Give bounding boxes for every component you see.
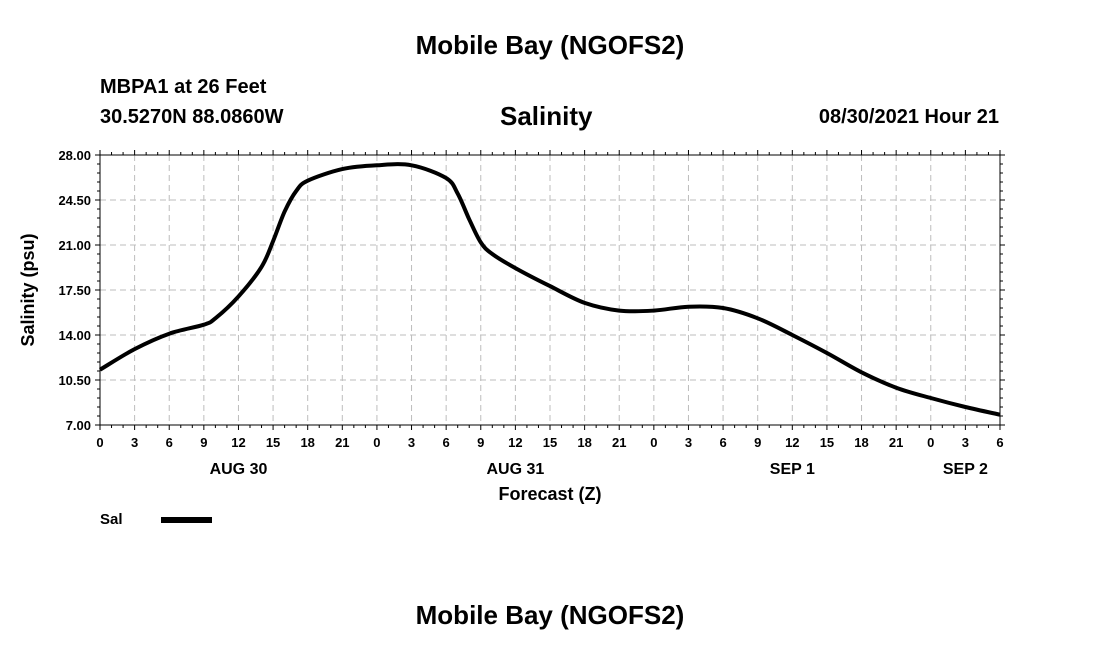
x-tick-label: 21	[335, 435, 349, 450]
x-tick-label: 15	[543, 435, 557, 450]
grid-lines	[100, 155, 1000, 425]
x-tick-label: 0	[96, 435, 103, 450]
date-label: AUG 30	[210, 461, 268, 478]
x-tick-labels: 0 3 6 9 12 15 18 21 0 3 6 9 12 15 18 21 0 3 6 9 12 15 18 21 0 3 6	[96, 435, 1003, 450]
y-axis-title: Salinity (psu)	[18, 233, 38, 346]
x-tick-label: 12	[231, 435, 245, 450]
x-tick-label: 12	[785, 435, 799, 450]
legend-label: Sal	[100, 511, 123, 528]
axis-ticks	[95, 150, 1005, 430]
x-tick-label: 18	[854, 435, 868, 450]
chart-title: Salinity	[500, 101, 593, 131]
x-tick-label: 9	[477, 435, 484, 450]
station-label: MBPA1 at 26 Feet	[100, 76, 267, 98]
series-line-sal	[98, 162, 1001, 417]
x-tick-label: 9	[200, 435, 207, 450]
y-tick-label: 10.50	[58, 373, 91, 388]
x-tick-label: 21	[889, 435, 903, 450]
x-tick-label: 3	[408, 435, 415, 450]
date-label: SEP 2	[943, 461, 988, 478]
y-tick-labels: 7.00 10.50 14.00 17.50 21.00 24.50 28.00	[58, 148, 91, 433]
x-tick-label: 0	[373, 435, 380, 450]
y-tick-label: 24.50	[58, 193, 91, 208]
y-tick-label: 21.00	[58, 238, 91, 253]
x-tick-label: 15	[820, 435, 834, 450]
x-tick-label: 6	[719, 435, 726, 450]
x-axis-title: Forecast (Z)	[498, 484, 601, 504]
x-tick-label: 12	[508, 435, 522, 450]
y-tick-label: 7.00	[66, 418, 91, 433]
x-tick-label: 6	[166, 435, 173, 450]
x-tick-label: 18	[577, 435, 591, 450]
x-tick-label: 3	[962, 435, 969, 450]
x-tick-label: 18	[300, 435, 314, 450]
y-tick-label: 17.50	[58, 283, 91, 298]
x-tick-label: 6	[996, 435, 1003, 450]
forecast-timestamp: 08/30/2021 Hour 21	[818, 106, 999, 128]
x-tick-label: 3	[131, 435, 138, 450]
y-tick-label: 28.00	[58, 148, 91, 163]
date-label: SEP 1	[770, 461, 815, 478]
x-tick-label: 6	[443, 435, 450, 450]
x-tick-label: 21	[612, 435, 626, 450]
station-coordinates: 30.5270N 88.0860W	[100, 106, 284, 128]
x-tick-label: 0	[650, 435, 657, 450]
footer-title: Mobile Bay (NGOFS2)	[415, 600, 685, 630]
date-label: AUG 31	[486, 461, 544, 478]
x-tick-label: 9	[754, 435, 761, 450]
legend: Sal	[100, 511, 212, 528]
page-title: Mobile Bay (NGOFS2)	[415, 30, 685, 60]
x-tick-label: 0	[927, 435, 934, 450]
x-tick-label: 3	[685, 435, 692, 450]
y-tick-label: 14.00	[58, 328, 91, 343]
date-labels: AUG 30 AUG 31 SEP 1 SEP 2	[210, 461, 988, 478]
x-tick-label: 15	[266, 435, 280, 450]
